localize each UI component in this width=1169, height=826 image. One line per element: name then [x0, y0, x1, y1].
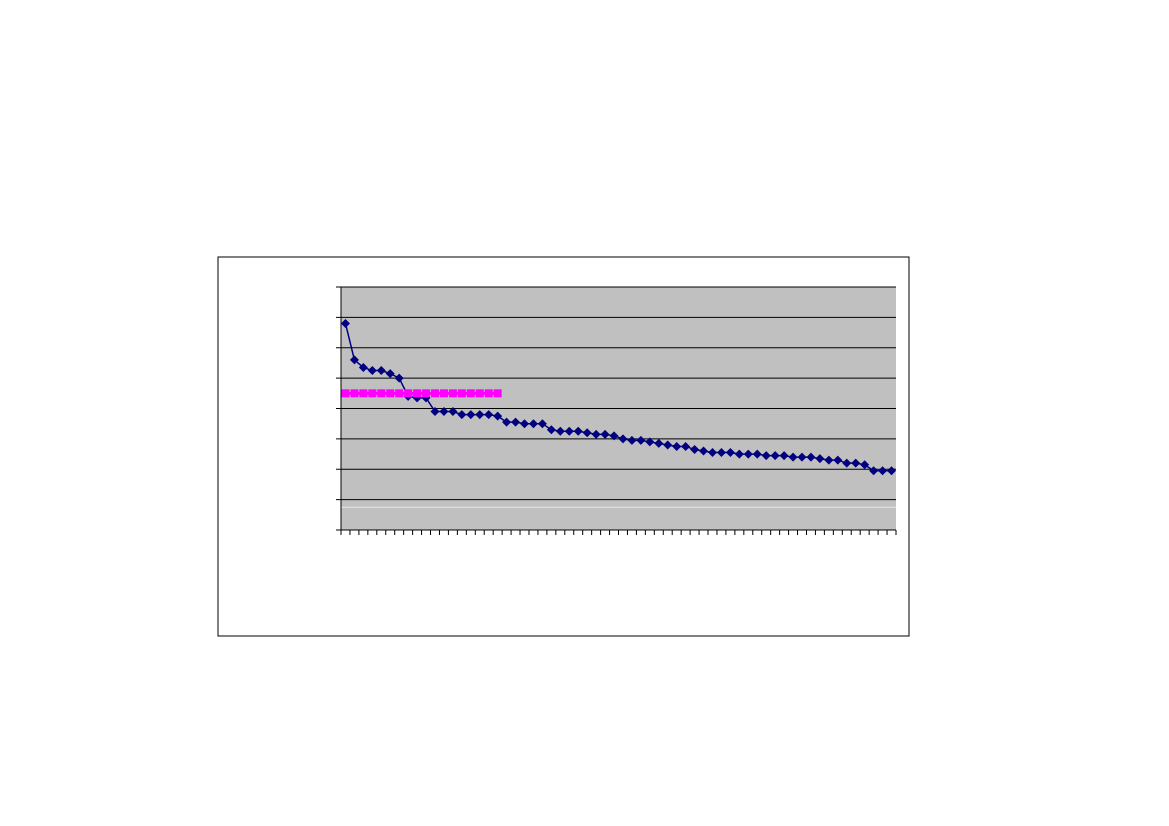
data-point: [528, 419, 538, 429]
series-2: [341, 389, 502, 398]
data-point: [618, 434, 628, 444]
data-point: [833, 455, 843, 465]
data-point: [493, 389, 502, 398]
data-point: [707, 448, 717, 458]
data-point: [824, 455, 834, 465]
data-point: [743, 449, 753, 459]
series-1: [340, 318, 897, 476]
data-point: [422, 389, 431, 398]
data-point: [564, 426, 574, 436]
data-point: [761, 451, 771, 461]
data-point: [797, 452, 807, 462]
data-point: [815, 454, 825, 464]
data-point: [484, 410, 494, 420]
data-point: [645, 437, 655, 447]
data-point: [511, 417, 521, 427]
data-point: [699, 446, 709, 456]
data-point: [573, 426, 583, 436]
data-point: [350, 389, 359, 398]
data-point: [466, 410, 476, 420]
data-point: [546, 425, 556, 435]
data-point: [672, 441, 682, 451]
data-point: [385, 369, 395, 379]
data-point: [627, 435, 637, 445]
data-point: [466, 389, 475, 398]
data-point: [716, 448, 726, 458]
data-point: [340, 318, 350, 328]
data-point: [457, 410, 467, 420]
data-point: [404, 389, 413, 398]
data-point: [887, 466, 897, 476]
data-point: [851, 458, 861, 468]
data-point: [636, 435, 646, 445]
data-point: [430, 407, 440, 417]
data-point: [582, 428, 592, 438]
data-point: [779, 451, 789, 461]
data-point: [413, 389, 422, 398]
data-point: [654, 438, 664, 448]
data-point: [457, 389, 466, 398]
data-point: [878, 466, 888, 476]
data-point: [395, 389, 404, 398]
data-point: [358, 362, 368, 372]
data-point: [869, 466, 879, 476]
data-point: [368, 389, 377, 398]
x-ticks: [340, 530, 897, 535]
data-point: [770, 451, 780, 461]
data-point: [725, 448, 735, 458]
data-point: [386, 389, 395, 398]
data-point: [502, 417, 512, 427]
y-ticks: [336, 286, 341, 531]
data-point: [752, 449, 762, 459]
data-point: [439, 407, 449, 417]
data-point: [448, 389, 457, 398]
data-point: [663, 440, 673, 450]
data-point: [734, 449, 744, 459]
data-point: [788, 452, 798, 462]
data-point: [520, 419, 530, 429]
data-point: [600, 429, 610, 439]
data-point: [448, 407, 458, 417]
data-point: [394, 373, 404, 383]
data-point: [555, 426, 565, 436]
data-point: [609, 431, 619, 441]
data-point: [376, 366, 386, 376]
data-point: [439, 389, 448, 398]
data-point: [842, 458, 852, 468]
data-point: [860, 460, 870, 470]
data-point: [493, 411, 503, 421]
series-layer: [340, 318, 897, 476]
data-point: [681, 441, 691, 451]
data-point: [341, 389, 350, 398]
data-point: [484, 389, 493, 398]
data-point: [806, 452, 816, 462]
data-point: [591, 429, 601, 439]
data-point: [367, 366, 377, 376]
data-point: [690, 445, 700, 455]
data-point: [377, 389, 386, 398]
data-point: [349, 355, 359, 365]
data-point: [430, 389, 439, 398]
data-point: [537, 419, 547, 429]
data-point: [475, 389, 484, 398]
data-point: [475, 410, 485, 420]
data-point: [359, 389, 368, 398]
